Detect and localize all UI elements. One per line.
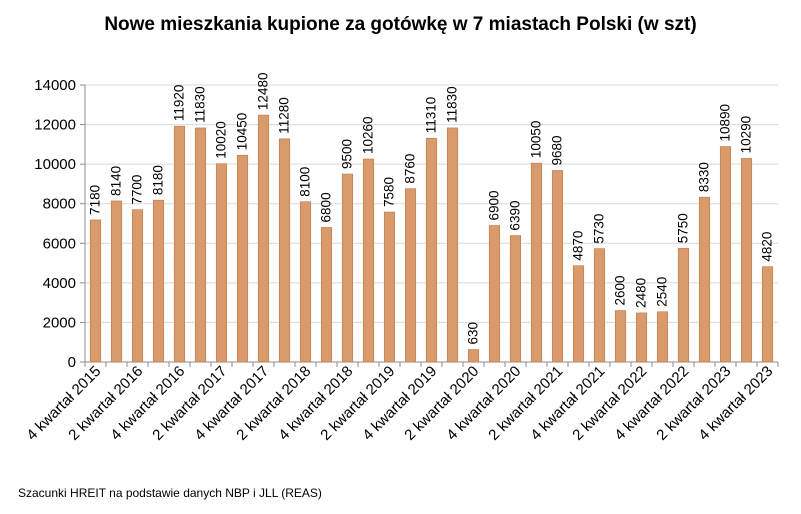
- bar: [173, 125, 186, 363]
- data-label: 2600: [613, 276, 628, 306]
- bar: [719, 146, 732, 363]
- y-tick-label: 8000: [43, 196, 76, 213]
- bar: [299, 201, 312, 363]
- bar: [362, 158, 375, 363]
- data-label: 4870: [571, 231, 586, 261]
- data-label: 8180: [151, 165, 166, 195]
- bar: [236, 154, 249, 363]
- x-tick-label: 4 kwartał 2023: [695, 363, 776, 444]
- bar: [677, 247, 690, 363]
- bar: [404, 188, 417, 363]
- bar: [194, 127, 207, 363]
- bar: [110, 200, 123, 363]
- y-tick-label: 2000: [43, 314, 76, 331]
- x-tick-label: 2 kwartał 2020: [401, 363, 482, 444]
- data-label: 2480: [634, 278, 649, 308]
- y-tick-label: 0: [68, 354, 76, 371]
- data-label: 6800: [319, 192, 334, 222]
- data-label: 11830: [193, 86, 208, 123]
- data-label: 8760: [403, 154, 418, 184]
- bar: [257, 114, 270, 363]
- data-label: 11920: [172, 85, 187, 122]
- data-label: 10050: [529, 121, 544, 159]
- data-label: 8330: [697, 162, 712, 192]
- data-label: 7700: [130, 175, 145, 205]
- bar: [425, 137, 438, 363]
- bar: [551, 170, 564, 363]
- x-tick-label: 4 kwartał 2020: [443, 363, 524, 444]
- data-label: 7580: [382, 177, 397, 207]
- x-tick-label: 2 kwartał 2022: [569, 363, 650, 444]
- bar: [509, 235, 522, 363]
- bar: [761, 266, 774, 363]
- data-label: 5730: [592, 214, 607, 244]
- data-label: 11830: [445, 86, 460, 123]
- data-label: 2540: [655, 277, 670, 307]
- bar: [278, 138, 291, 363]
- source-note: Szacunki HREIT na podstawie danych NBP i…: [18, 486, 322, 500]
- bar: [152, 199, 165, 363]
- data-label: 10290: [739, 116, 754, 154]
- bar: [89, 219, 102, 363]
- data-label: 10020: [214, 121, 229, 159]
- chart-title: Nowe mieszkania kupione za gotówkę w 7 m…: [104, 14, 697, 35]
- bar: [131, 209, 144, 363]
- bar: [656, 311, 669, 363]
- x-tick-label: 4 kwartał 2017: [191, 363, 272, 444]
- y-tick-label: 10000: [34, 156, 76, 173]
- y-tick-label: 4000: [43, 275, 76, 292]
- bar: [446, 127, 459, 363]
- data-label: 10890: [718, 104, 733, 142]
- data-label: 630: [466, 322, 481, 345]
- bar: [341, 173, 354, 363]
- x-tick-label: 2 kwartał 2021: [485, 363, 566, 444]
- y-tick-label: 14000: [34, 77, 76, 94]
- data-label: 9500: [340, 139, 355, 169]
- data-label: 4820: [760, 232, 775, 262]
- data-label: 12480: [256, 73, 271, 111]
- bar: [383, 211, 396, 363]
- bar: [572, 265, 585, 363]
- bar: [698, 196, 711, 363]
- bar: [530, 162, 543, 363]
- x-tick-label: 2 kwartał 2018: [233, 363, 314, 444]
- data-label: 9680: [550, 135, 565, 165]
- data-label: 8100: [298, 167, 313, 197]
- data-label: 11310: [424, 97, 439, 134]
- y-tick-label: 12000: [34, 117, 76, 134]
- data-label: 10260: [361, 116, 376, 154]
- x-tick-label: 2 kwartał 2017: [149, 363, 230, 444]
- bar: [593, 248, 606, 363]
- x-tick-label: 2 kwartał 2023: [653, 363, 734, 444]
- y-tick-label: 6000: [43, 235, 76, 252]
- bar: [320, 227, 333, 363]
- x-tick-label: 4 kwartał 2019: [359, 363, 440, 444]
- x-tick-label: 4 kwartał 2018: [275, 363, 356, 444]
- x-tick-label: 2 kwartał 2016: [65, 363, 146, 444]
- data-label: 11280: [277, 97, 292, 134]
- bar: [614, 310, 627, 363]
- bar: [215, 163, 228, 363]
- data-label: 7180: [88, 185, 103, 215]
- data-label: 8140: [109, 166, 124, 196]
- data-label: 6390: [508, 201, 523, 231]
- x-tick-label: 4 kwartał 2015: [23, 363, 104, 444]
- x-tick-label: 2 kwartał 2019: [317, 363, 398, 444]
- x-tick-label: 4 kwartał 2021: [527, 363, 608, 444]
- x-tick-label: 4 kwartał 2016: [107, 363, 188, 444]
- data-label: 6900: [487, 190, 502, 220]
- bar: [740, 158, 753, 363]
- bar: [488, 225, 501, 363]
- bar: [635, 312, 648, 363]
- bar: [467, 349, 480, 363]
- x-tick-label: 4 kwartał 2022: [611, 363, 692, 444]
- data-label: 5750: [676, 213, 691, 243]
- data-label: 10450: [235, 113, 250, 151]
